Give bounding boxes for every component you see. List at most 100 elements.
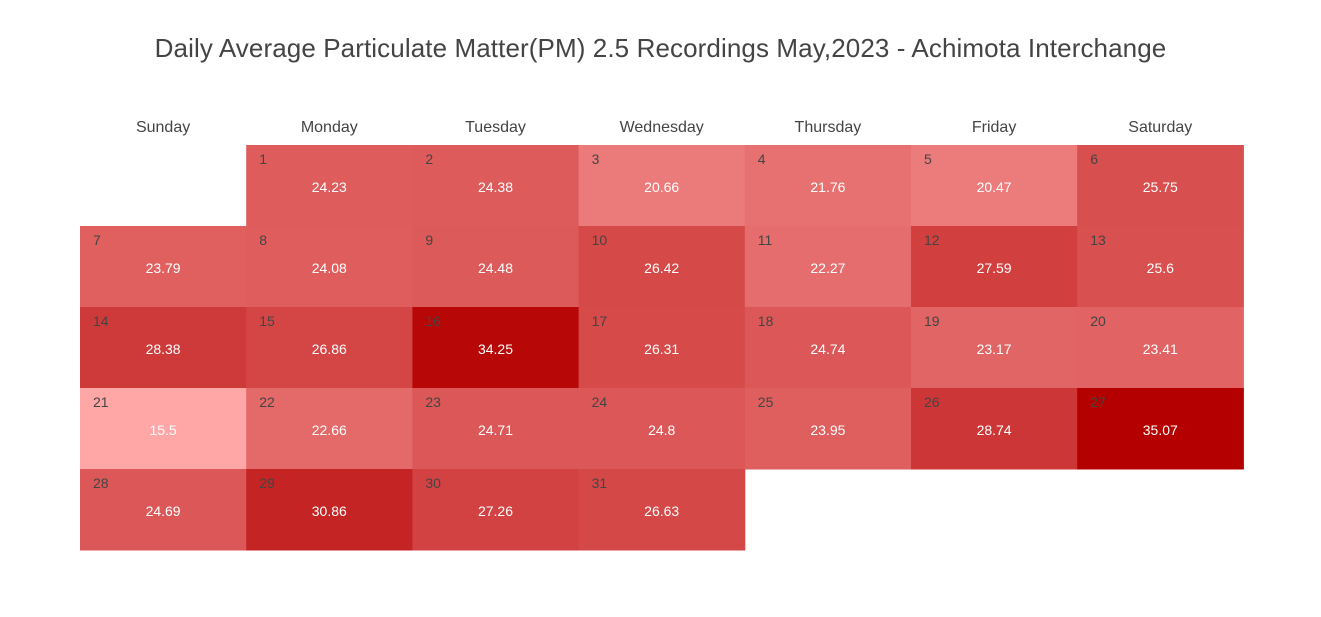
value-label-27: 35.07	[1143, 422, 1178, 438]
value-label-10: 26.42	[644, 260, 679, 276]
day-cell-5: 520.47	[911, 145, 1078, 227]
day-number-12: 12	[924, 232, 940, 248]
day-cell-17: 17 26.31	[578, 307, 746, 389]
value-label-31: 26.63	[644, 503, 679, 519]
day-number-22: 22	[259, 394, 275, 410]
day-number-7: 7	[93, 232, 101, 248]
heat-cell-26	[911, 388, 1078, 470]
day-cell-4: 421.76	[744, 145, 912, 227]
value-label-12: 27.59	[977, 260, 1012, 276]
value-label-3: 20.66	[644, 179, 679, 195]
day-number-31: 31	[592, 475, 608, 491]
heat-cell-21	[80, 388, 247, 470]
day-cell-15: 15 26.86	[246, 307, 413, 389]
day-cell-31: 31 26.63	[578, 469, 746, 551]
value-label-21: 15.5	[149, 422, 176, 438]
heat-cell-6	[1077, 145, 1244, 227]
heat-cell-24	[578, 388, 746, 470]
value-label-25: 23.95	[810, 422, 845, 438]
value-label-19: 23.17	[977, 341, 1012, 357]
day-cell-3: 320.66	[578, 145, 746, 227]
day-cell-18: 18 24.74	[744, 307, 912, 389]
day-number-1: 1	[259, 151, 267, 167]
value-label-20: 23.41	[1143, 341, 1178, 357]
day-number-2: 2	[425, 151, 433, 167]
heat-cell-16	[412, 307, 580, 389]
day-cell-7: 723.79	[80, 226, 247, 308]
day-number-10: 10	[592, 232, 608, 248]
value-label-22: 22.66	[312, 422, 347, 438]
heat-cell-3	[578, 145, 746, 227]
day-cell-6: 625.75	[1077, 145, 1244, 227]
value-label-1: 24.23	[312, 179, 347, 195]
day-number-17: 17	[592, 313, 608, 329]
value-label-17: 26.31	[644, 341, 679, 357]
day-number-9: 9	[425, 232, 433, 248]
value-label-11: 22.27	[810, 260, 845, 276]
heat-cell-28	[80, 469, 247, 551]
heat-cell-30	[412, 469, 580, 551]
heat-cell-1	[246, 145, 413, 227]
heat-cell-20	[1077, 307, 1244, 389]
weekday-label-tuesday: Tuesday	[465, 119, 526, 136]
day-cell-27: 27 35.07	[1077, 388, 1244, 470]
day-number-8: 8	[259, 232, 267, 248]
day-number-19: 19	[924, 313, 940, 329]
day-cell-30: 30 27.26	[412, 469, 580, 551]
weekday-label-thursday: Thursday	[795, 119, 862, 136]
day-number-30: 30	[425, 475, 441, 491]
day-number-29: 29	[259, 475, 275, 491]
heat-cell-22	[246, 388, 413, 470]
weekday-header-row: Sunday Monday Tuesday Wednesday Thursday Frid…	[136, 119, 1192, 136]
heat-cell-25	[744, 388, 912, 470]
day-cell-2: 224.38	[412, 145, 580, 227]
chart-title: Daily Average Particulate Matter(PM) 2.5…	[154, 33, 1167, 63]
day-number-5: 5	[924, 151, 932, 167]
weekday-label-wednesday: Wednesday	[620, 119, 704, 136]
value-label-24: 24.8	[648, 422, 675, 438]
day-number-26: 26	[924, 394, 940, 410]
day-cell-8: 824.08	[246, 226, 413, 308]
heat-cell-31	[578, 469, 746, 551]
heat-cell-10	[578, 226, 746, 308]
value-label-2: 24.38	[478, 179, 513, 195]
heat-cell-5	[911, 145, 1078, 227]
day-number-4: 4	[758, 151, 766, 167]
heat-cell-17	[578, 307, 746, 389]
value-label-23: 24.71	[478, 422, 513, 438]
calendar-cells: 124.23224.38320.66421.76520.47625.75723.…	[80, 145, 1244, 551]
day-number-21: 21	[93, 394, 109, 410]
heat-cell-7	[80, 226, 247, 308]
value-label-4: 21.76	[810, 179, 845, 195]
day-cell-13: 13 25.6	[1077, 226, 1244, 308]
heat-cell-8	[246, 226, 413, 308]
heat-cell-18	[744, 307, 912, 389]
heat-cell-9	[412, 226, 580, 308]
day-cell-23: 23 24.71	[412, 388, 580, 470]
day-cell-9: 924.48	[412, 226, 580, 308]
heat-cell-11	[744, 226, 912, 308]
day-cell-28: 28 24.69	[80, 469, 247, 551]
day-number-28: 28	[93, 475, 109, 491]
value-label-9: 24.48	[478, 260, 513, 276]
day-number-16: 16	[425, 313, 441, 329]
heat-cell-29	[246, 469, 413, 551]
heat-cell-27	[1077, 388, 1244, 470]
heat-cell-15	[246, 307, 413, 389]
value-label-5: 20.47	[977, 179, 1012, 195]
weekday-label-sunday: Sunday	[136, 119, 190, 136]
day-cell-11: 11 22.27	[744, 226, 912, 308]
day-number-25: 25	[758, 394, 774, 410]
heat-cell-4	[744, 145, 912, 227]
day-cell-26: 26 28.74	[911, 388, 1078, 470]
weekday-label-friday: Friday	[972, 119, 1016, 136]
value-label-8: 24.08	[312, 260, 347, 276]
value-label-28: 24.69	[146, 503, 181, 519]
day-cell-25: 25 23.95	[744, 388, 912, 470]
value-label-14: 28.38	[146, 341, 181, 357]
day-number-6: 6	[1090, 151, 1098, 167]
day-number-23: 23	[425, 394, 441, 410]
day-number-15: 15	[259, 313, 275, 329]
heat-cell-2	[412, 145, 580, 227]
